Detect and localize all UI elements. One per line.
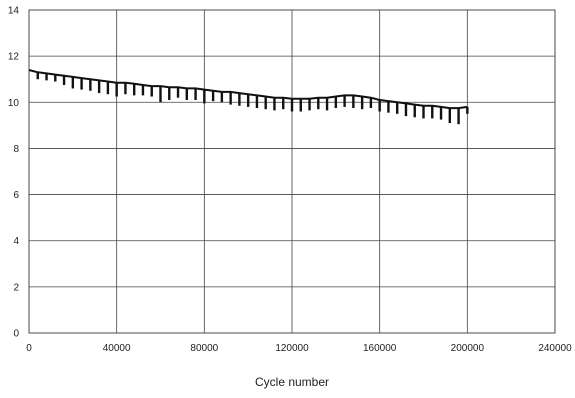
series (28, 69, 469, 125)
x-tick-label: 0 (26, 343, 32, 354)
gridlines (28, 9, 556, 334)
y-tick-label: 8 (13, 144, 19, 155)
x-tick-label: 80000 (190, 343, 218, 354)
y-tick-label: 10 (8, 98, 20, 109)
y-tick-label: 4 (13, 236, 19, 247)
plot-frame (28, 9, 556, 334)
x-tick-label: 240000 (538, 343, 572, 354)
y-tick-labels: 0 2 4 6 8 10 12 14 (8, 6, 20, 340)
y-tick-label: 0 (13, 329, 19, 340)
x-tick-label: 120000 (275, 343, 309, 354)
x-tick-label: 160000 (363, 343, 397, 354)
y-tick-label: 2 (13, 282, 19, 293)
y-tick-label: 14 (8, 6, 20, 17)
y-tick-label: 6 (13, 190, 19, 201)
x-axis-label: Cycle number (255, 375, 329, 389)
x-tick-labels: 0 40000 80000 120000 160000 200000 240000 (26, 343, 572, 354)
x-tick-label: 40000 (103, 343, 131, 354)
y-tick-label: 12 (8, 52, 20, 63)
series-line (28, 69, 468, 110)
x-tick-label: 200000 (451, 343, 485, 354)
